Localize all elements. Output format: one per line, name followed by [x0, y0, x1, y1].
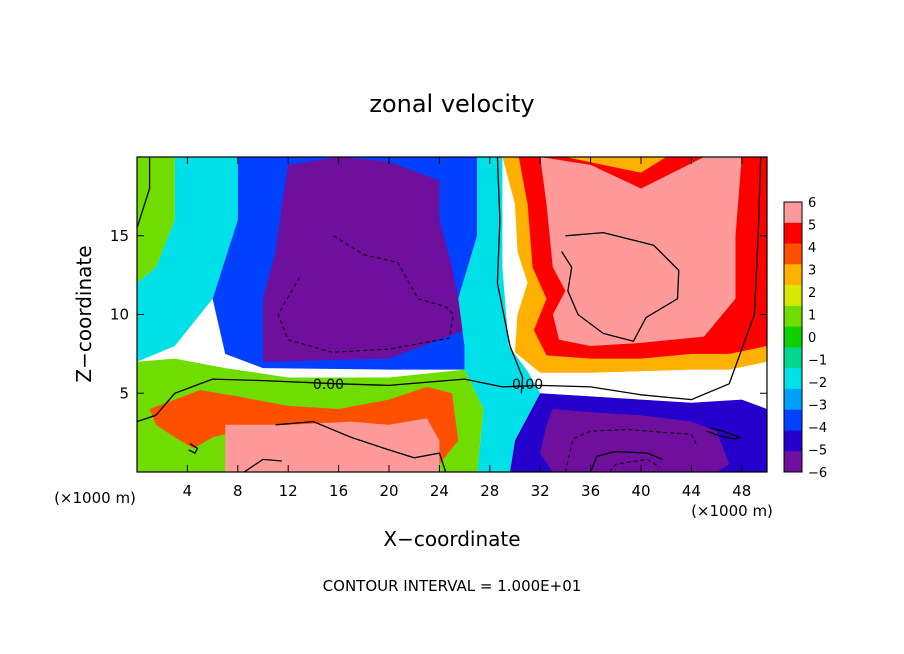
- colorbar-tick-label: −5: [808, 444, 827, 459]
- contour-line-8: [275, 420, 447, 473]
- colorbar: 6 5 4 3 2 1 0 −1 −2 −3 −4 −5 −6: [783, 196, 827, 481]
- x-tick-label: 16: [329, 482, 348, 500]
- colorbar-tick-label: −1: [808, 354, 827, 369]
- colorbar-swatch: [784, 222, 802, 245]
- x-tick-label: 20: [379, 482, 398, 500]
- region-left-transition: [137, 157, 238, 362]
- x-tick-label: 44: [682, 482, 701, 500]
- y-tick-label: 15: [110, 227, 129, 245]
- contour-label-2: 0.00: [512, 377, 543, 393]
- region-lower-left-core: [225, 418, 440, 472]
- x-tick-label: 4: [183, 482, 193, 500]
- x-unit-right: (×1000 m): [691, 502, 773, 520]
- y-tick-label: 10: [110, 306, 129, 324]
- y-axis-label: Z−coordinate: [72, 245, 96, 382]
- contour-line-6: [564, 428, 699, 473]
- colorbar-tick-label: 3: [808, 264, 816, 279]
- colorbar-tick-label: −4: [808, 421, 827, 436]
- colorbar-swatch: [784, 285, 802, 307]
- colorbar-swatch: [784, 326, 802, 348]
- colorbar-tick-label: 0: [808, 331, 816, 346]
- contour-line-7: [609, 458, 661, 473]
- region-left-jet: [137, 157, 175, 283]
- colorbar-swatch: [784, 430, 802, 452]
- colorbar-tick-label: 6: [808, 196, 816, 211]
- colorbar-tick-label: −2: [808, 376, 827, 391]
- x-tick-label: 12: [279, 482, 298, 500]
- colorbar-tick-label: 5: [808, 219, 816, 234]
- region-upper-right-core: [540, 157, 742, 346]
- contour-line-5: [561, 231, 680, 343]
- contour-lines: [136, 156, 762, 473]
- colorbar-swatch: [784, 202, 802, 224]
- x-tick-label: 40: [631, 482, 650, 500]
- colorbar-tick-label: −6: [808, 466, 827, 481]
- colorbar-tick-label: 4: [808, 241, 816, 256]
- contour-label-1: 0.00: [313, 377, 344, 393]
- contour-line-1: [136, 157, 151, 229]
- colorbar-swatch: [784, 243, 802, 265]
- y-tick-label: 5: [119, 384, 129, 402]
- contour-line-2: [136, 156, 762, 423]
- x-tick-label: 8: [233, 482, 243, 500]
- region-upper-core: [263, 157, 465, 362]
- colorbar-swatch: [784, 409, 802, 431]
- contour-line-11: [706, 427, 742, 440]
- colorbar-tick-label: 2: [808, 286, 816, 301]
- colorbar-swatch: [784, 368, 802, 390]
- colorbar-swatch: [784, 264, 802, 286]
- x-tick-label: 28: [480, 482, 499, 500]
- contour-line-4: [277, 235, 454, 353]
- colorbar-swatch: [784, 451, 802, 473]
- colorbar-swatch: [784, 305, 802, 328]
- x-axis: 4 8 12 16 20 24 28 32 36 40 44 48: [183, 157, 751, 500]
- colorbar-swatch: [784, 388, 802, 411]
- x-tick-label: 36: [581, 482, 600, 500]
- plot-area: 0.00 0.00: [136, 156, 768, 473]
- contour-line-9: [243, 458, 282, 473]
- y-axis: 5 10 15: [110, 227, 767, 402]
- velocity-field: [137, 157, 767, 472]
- colorbar-frame: [783, 201, 803, 473]
- x-axis-label: X−coordinate: [383, 527, 520, 551]
- contour-line-10: [188, 443, 199, 454]
- chart-title: zonal velocity: [369, 90, 534, 118]
- colorbar-tick-label: −3: [808, 399, 827, 414]
- x-tick-label: 32: [531, 482, 550, 500]
- contour-labels: 0.00 0.00: [313, 377, 543, 393]
- x-tick-label: 48: [732, 482, 751, 500]
- contour-interval-note: CONTOUR INTERVAL = 1.000E+01: [323, 577, 582, 595]
- region-middle-channel: [458, 157, 541, 472]
- region-lower-right-core: [540, 409, 730, 472]
- contour-line-12: [589, 450, 663, 473]
- x-unit-left: (×1000 m): [54, 489, 136, 507]
- x-tick-label: 24: [430, 482, 449, 500]
- contour-line-3: [496, 156, 524, 394]
- colorbar-swatch: [784, 347, 802, 369]
- colorbar-tick-label: 1: [808, 309, 816, 324]
